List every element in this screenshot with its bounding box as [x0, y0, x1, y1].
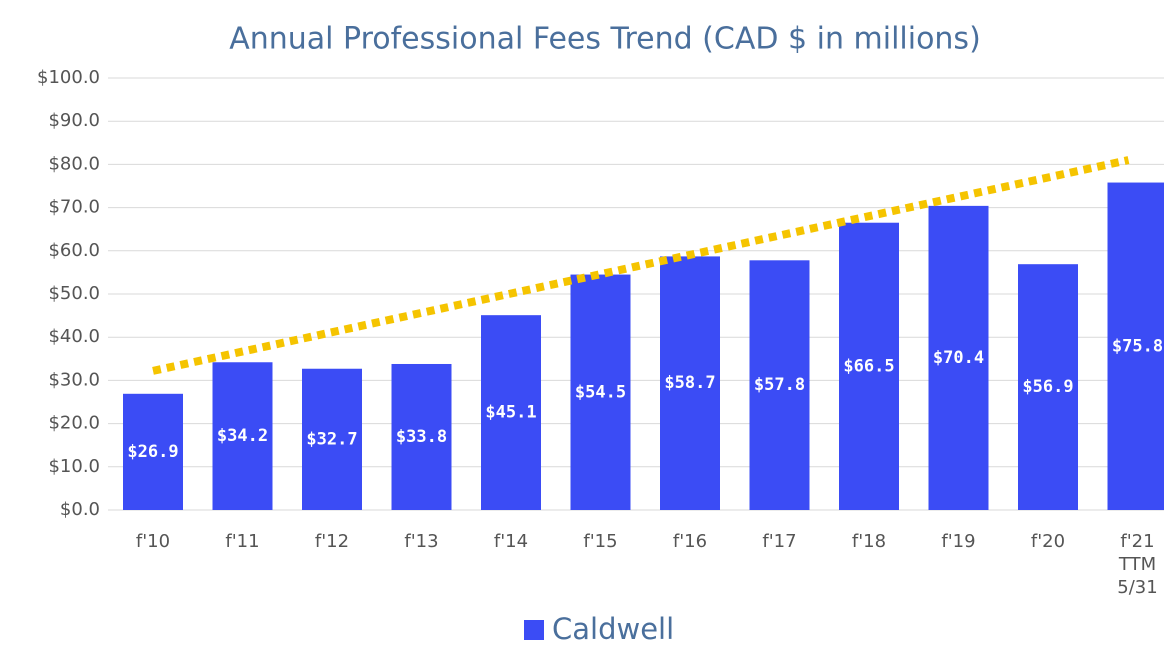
x-tick-label: f'18: [851, 531, 887, 552]
y-tick-label: $40.0: [48, 326, 100, 347]
bar: [1018, 264, 1078, 510]
value-label: $57.8: [754, 375, 805, 395]
bar: [123, 393, 183, 510]
bar: [391, 363, 452, 510]
value-label: $75.8: [1112, 336, 1163, 356]
x-tick-label: f'17: [762, 531, 797, 552]
bar: [660, 256, 720, 510]
x-tick-label: f'15: [583, 531, 618, 552]
value-label: $58.7: [664, 373, 715, 393]
y-tick-label: $60.0: [48, 240, 100, 261]
y-tick-label: $80.0: [48, 153, 100, 174]
bar: [481, 315, 541, 510]
value-label: $56.9: [1022, 377, 1073, 397]
y-tick-label: $30.0: [48, 369, 100, 390]
value-label: $32.7: [306, 429, 357, 449]
y-tick-label: $50.0: [48, 283, 100, 304]
bar: [928, 205, 989, 510]
value-label: $70.4: [933, 348, 984, 368]
x-tick-label: f'19: [941, 531, 976, 552]
x-tick-label: f'21 TTM 5/31: [1117, 531, 1158, 598]
y-tick-label: $100.0: [37, 67, 100, 88]
y-tick-label: $10.0: [48, 456, 100, 477]
x-tick-label: f'10: [135, 531, 171, 552]
bar: [1107, 182, 1164, 510]
x-tick-label: f'12: [314, 531, 350, 552]
x-tick-label: f'14: [493, 531, 529, 552]
x-tick-label: f'16: [672, 531, 708, 552]
bar: [570, 274, 631, 510]
value-label: $66.5: [843, 356, 894, 376]
y-tick-label: $70.0: [48, 197, 100, 218]
x-tick-label: f'11: [225, 531, 260, 552]
trendline: [152, 156, 1130, 375]
value-label: $33.8: [396, 427, 447, 447]
value-label: $45.1: [485, 403, 536, 423]
chart-title: Annual Professional Fees Trend (CAD $ in…: [229, 22, 981, 57]
value-label: $26.9: [127, 442, 178, 462]
legend-label: Caldwell: [552, 612, 674, 646]
y-tick-label: $20.0: [48, 413, 100, 434]
bar: [839, 222, 899, 510]
y-tick-label: $0.0: [60, 499, 100, 520]
legend-swatch: [524, 620, 544, 640]
value-label: $34.2: [217, 426, 268, 446]
bar: [302, 368, 362, 510]
x-tick-label: f'13: [404, 531, 439, 552]
y-tick-label: $90.0: [48, 110, 100, 131]
value-label: $54.5: [575, 382, 626, 402]
bar: [212, 362, 273, 510]
x-tick-label: f'20: [1030, 531, 1066, 552]
bar: [749, 260, 810, 510]
